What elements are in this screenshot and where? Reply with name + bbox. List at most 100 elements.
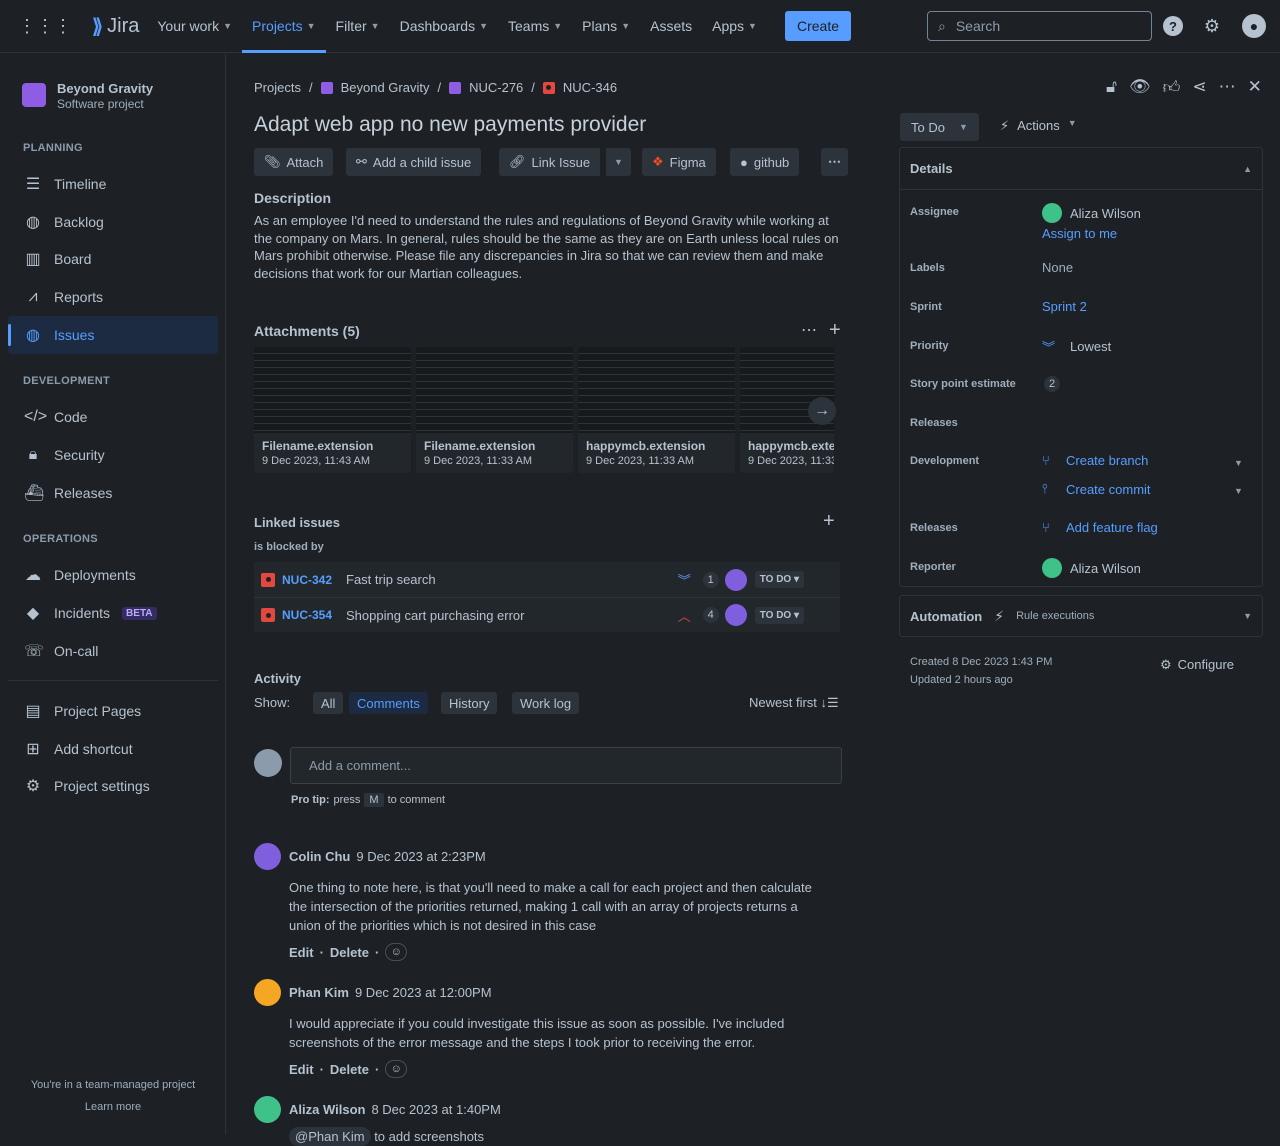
nav-your-work[interactable]: Your work ▼: [157, 18, 233, 34]
sidebar-item-issues[interactable]: ◍ Issues: [8, 316, 218, 354]
add-child-issue-button[interactable]: ⚯ Add a child issue: [346, 148, 482, 176]
jira-logo[interactable]: ⟫ Jira: [92, 14, 140, 38]
profile-avatar[interactable]: ●: [1242, 14, 1266, 38]
breadcrumb-issue[interactable]: NUC-346: [562, 80, 618, 95]
settings-icon[interactable]: ⚙: [1203, 15, 1221, 36]
nav-teams[interactable]: Teams ▼: [508, 18, 563, 34]
linked-issue-row[interactable]: NUC-342 Fast trip search ︾ 1 TO DO ▾: [254, 562, 840, 597]
delete-comment[interactable]: Delete: [329, 944, 369, 960]
status-dropdown[interactable]: TO DO ▾: [754, 571, 804, 588]
filter-all[interactable]: All: [313, 692, 344, 714]
nav-dashboards[interactable]: Dashboards ▼: [399, 18, 488, 34]
story-points-value[interactable]: 2: [1042, 376, 1060, 392]
mention[interactable]: @Phan Kim: [289, 1127, 371, 1146]
attachment-card[interactable]: Filename.extension 9 Dec 2023, 11:33 AM: [416, 347, 573, 473]
create-button[interactable]: Create: [784, 11, 851, 41]
add-reaction-icon[interactable]: ☺: [385, 943, 408, 961]
share-icon[interactable]: ⋖: [1192, 77, 1207, 96]
filter-work-log[interactable]: Work log: [512, 692, 580, 714]
sidebar-item-on-call[interactable]: ☏ On-call: [24, 643, 99, 660]
create-branch[interactable]: ⑂ Create branch: [1042, 453, 1149, 468]
linked-issue-row[interactable]: NUC-354 Shopping cart purchasing error ︿ 4 T…: [254, 597, 840, 632]
link-issue-dropdown[interactable]: ▼: [606, 148, 631, 176]
filter-comments[interactable]: Comments: [349, 692, 428, 714]
sidebar-item-project-settings[interactable]: ⚙ Project settings: [25, 778, 150, 795]
help-icon[interactable]: ?: [1163, 16, 1183, 36]
issue-key-link[interactable]: NUC-354: [282, 608, 333, 622]
delete-comment[interactable]: Delete: [329, 1061, 369, 1077]
sidebar-item-security[interactable]: 🔒︎ Security: [8, 436, 218, 474]
details-header[interactable]: Details ▲: [900, 148, 1262, 190]
issue-key-link[interactable]: NUC-342: [282, 572, 333, 587]
add-feature-flag[interactable]: ⑂ Add feature flag: [1042, 520, 1158, 535]
learn-more-link[interactable]: Learn more: [84, 1101, 142, 1113]
section-development: DEVELOPMENT: [23, 375, 111, 387]
edit-comment[interactable]: Edit: [289, 1061, 314, 1077]
close-icon[interactable]: ✕: [1247, 77, 1262, 96]
search-input[interactable]: ⌕ Search: [927, 11, 1152, 41]
comment-author[interactable]: Colin Chu: [289, 849, 351, 864]
sidebar-item-incidents[interactable]: ◆ Incidents BETA: [8, 594, 218, 632]
assignee-value[interactable]: Aliza Wilson: [1042, 203, 1141, 223]
breadcrumb-projects[interactable]: Projects: [254, 80, 301, 95]
watch-icon[interactable]: 👁︎: [1129, 77, 1151, 96]
sidebar-item-add-shortcut[interactable]: ⊞ Add shortcut: [8, 730, 218, 768]
sidebar-item-project-pages[interactable]: ▤ Project Pages: [25, 703, 142, 720]
attach-button[interactable]: 📎︎ Attach: [254, 148, 334, 176]
sidebar-item-reports[interactable]: ⩘ Reports: [8, 278, 218, 316]
releases-label-2: Releases: [910, 522, 958, 534]
comment-author[interactable]: Phan Kim: [289, 985, 349, 1000]
more-icon[interactable]: ⋯: [1218, 77, 1236, 96]
reporter-value[interactable]: Aliza Wilson: [1042, 558, 1141, 578]
add-reaction-icon[interactable]: ☺: [385, 1060, 408, 1078]
add-attachment-icon[interactable]: +: [829, 319, 841, 341]
automation-section[interactable]: Automation ⚡︎ Rule executions ▼: [899, 595, 1263, 637]
priority-value[interactable]: ︾ Lowest: [1042, 339, 1112, 355]
link-issue-button[interactable]: 🔗︎ Link Issue: [499, 148, 601, 176]
issue-summary[interactable]: Fast trip search: [346, 572, 436, 587]
github-button[interactable]: ● github: [730, 148, 800, 176]
next-arrow-icon[interactable]: →: [808, 397, 836, 425]
figma-button[interactable]: ❖ Figma: [642, 148, 716, 176]
assign-to-me-link[interactable]: Assign to me: [1042, 226, 1118, 241]
sidebar-item-timeline[interactable]: ☰ Timeline: [25, 176, 107, 193]
description-text[interactable]: As an employee I'd need to understand th…: [254, 213, 839, 281]
comment-input[interactable]: Add a comment...: [290, 747, 842, 784]
chevron-down-icon[interactable]: ▼: [1234, 458, 1243, 468]
sidebar-item-deployments[interactable]: ☁ Deployments: [25, 567, 136, 584]
issue-summary[interactable]: Shopping cart purchasing error: [346, 607, 525, 623]
lock-icon[interactable]: 🔓︎: [1106, 77, 1118, 96]
chevron-down-icon[interactable]: ▼: [1234, 486, 1243, 496]
attachment-card[interactable]: Filename.extension 9 Dec 2023, 11:43 AM: [254, 347, 411, 473]
sidebar-item-code[interactable]: </> Code: [24, 408, 88, 425]
issue-title[interactable]: Adapt web app no new payments provider: [254, 113, 647, 136]
sprint-value[interactable]: Sprint 2: [1042, 299, 1087, 314]
labels-value[interactable]: None: [1042, 260, 1074, 275]
attachments-more-icon[interactable]: ⋯: [801, 322, 817, 339]
status-dropdown[interactable]: To Do ▼: [900, 113, 979, 141]
breadcrumb-project[interactable]: Beyond Gravity: [340, 80, 430, 95]
nav-filter[interactable]: Filter ▼: [335, 18, 380, 34]
comment-author[interactable]: Aliza Wilson: [289, 1102, 366, 1117]
actions-dropdown[interactable]: ⚡︎ Actions ▼: [1000, 118, 1077, 133]
sort-button[interactable]: Newest first ↓☰: [749, 695, 839, 710]
add-linked-issue-icon[interactable]: +: [823, 510, 835, 532]
sidebar-item-board[interactable]: ▥ Board: [25, 251, 92, 268]
app-switcher-icon[interactable]: ⋮⋮⋮: [18, 15, 72, 36]
create-commit[interactable]: ⫯ Create commit: [1042, 481, 1151, 497]
project-name[interactable]: Beyond Gravity: [57, 81, 154, 96]
nav-apps[interactable]: Apps ▼: [712, 18, 757, 34]
more-actions-button[interactable]: ⋯: [821, 148, 848, 176]
nav-assets[interactable]: Assets: [650, 18, 693, 34]
sidebar-item-backlog[interactable]: ◍ Backlog: [8, 203, 218, 241]
nav-plans[interactable]: Plans ▼: [582, 18, 631, 34]
breadcrumb-parent[interactable]: NUC-276: [469, 80, 524, 95]
edit-comment[interactable]: Edit: [289, 944, 314, 960]
filter-history[interactable]: History: [441, 692, 498, 714]
configure-button[interactable]: ⚙ Configure: [1160, 657, 1235, 672]
like-icon[interactable]: 👍︎: [1162, 78, 1181, 97]
nav-projects[interactable]: Projects ▼: [242, 0, 326, 53]
status-dropdown[interactable]: TO DO ▾: [754, 606, 804, 624]
sidebar-item-releases[interactable]: ⛴ Releases: [24, 485, 113, 502]
